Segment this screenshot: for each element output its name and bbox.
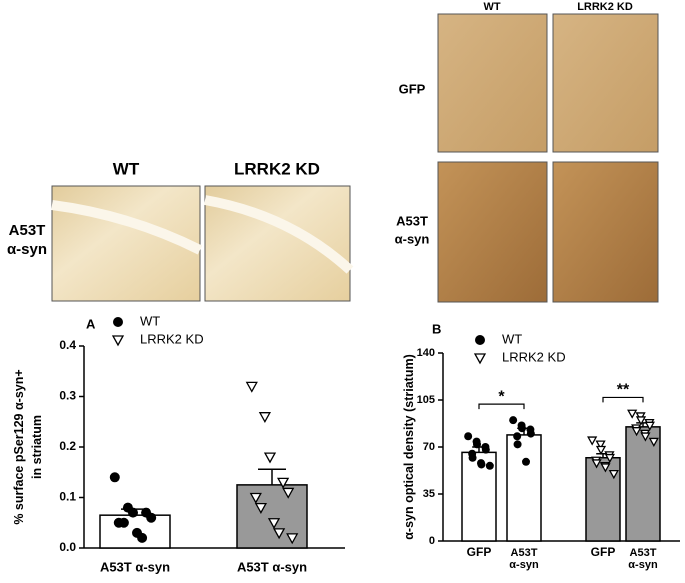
- data-point: [635, 416, 647, 426]
- data-point: [631, 427, 642, 437]
- data-point: [254, 502, 268, 514]
- significance-label: **: [617, 382, 630, 399]
- row-label: α-syn: [395, 231, 430, 246]
- legend-marker: [113, 317, 123, 327]
- legend-label: WT: [140, 313, 160, 328]
- x-tick-label-line: α-syn: [509, 559, 539, 571]
- y-axis-label-line: α-syn optical density (striatum): [402, 354, 416, 540]
- data-point: [522, 457, 530, 466]
- data-point: [587, 436, 598, 446]
- data-point: [286, 533, 299, 545]
- data-point: [258, 412, 272, 424]
- column-label: LRRK2 KD: [234, 159, 320, 178]
- y-tick-label: 105: [417, 394, 435, 406]
- row-label: GFP: [399, 81, 426, 96]
- legend-label: LRRK2 KD: [140, 331, 204, 346]
- legend-marker: [111, 335, 125, 347]
- bar: [506, 434, 542, 542]
- x-tick-label: GFP: [467, 545, 492, 559]
- data-point: [600, 463, 611, 473]
- data-point: [249, 492, 262, 504]
- data-point: [526, 429, 535, 438]
- x-tick-label-line: α-syn: [628, 559, 658, 571]
- data-point: [485, 461, 494, 470]
- column-label: WT: [483, 1, 500, 13]
- y-axis-label: α-syn optical density (striatum): [402, 354, 416, 540]
- panel-label: B: [432, 321, 441, 336]
- data-point: [509, 416, 518, 425]
- micrograph: [552, 161, 659, 303]
- panel-label: A: [86, 316, 96, 331]
- y-tick-label: 0.4: [59, 338, 76, 352]
- y-axis-label: % surface pSer129 α-syn+ in striatum: [12, 369, 44, 524]
- micrograph: [552, 13, 659, 153]
- data-point: [518, 424, 526, 433]
- y-axis-label-line: in striatum: [30, 415, 44, 479]
- row-label: A53T: [396, 213, 428, 228]
- legend-marker: [475, 335, 485, 345]
- data-point: [473, 440, 481, 449]
- legend-label: LRRK2 KD: [502, 349, 566, 364]
- data-point: [644, 421, 655, 431]
- data-point: [591, 459, 602, 469]
- y-tick-label: 140: [417, 347, 435, 359]
- data-point: [627, 409, 638, 419]
- legend-label: WT: [502, 331, 522, 346]
- y-tick-label: 0.3: [59, 389, 76, 403]
- y-tick-label: 0.0: [59, 540, 76, 554]
- data-point: [245, 381, 258, 393]
- data-point: [608, 470, 619, 480]
- y-tick-label: 0: [429, 535, 435, 547]
- micrograph-feature: [204, 195, 354, 274]
- data-point: [477, 460, 486, 469]
- data-point: [468, 453, 477, 462]
- x-tick-label-line: A53T: [511, 547, 538, 559]
- data-point: [272, 528, 286, 540]
- row-label: A53T: [9, 222, 46, 239]
- significance-label: *: [498, 388, 505, 405]
- data-point: [481, 445, 490, 454]
- column-label: WT: [113, 159, 140, 178]
- data-point: [513, 440, 522, 449]
- row-label: α-syn: [7, 241, 47, 258]
- x-tick-label: A53T α-syn: [509, 547, 539, 571]
- data-point: [640, 432, 651, 442]
- data-point: [282, 487, 295, 499]
- error-bar: [258, 468, 286, 485]
- x-tick-label-line: A53T: [630, 547, 657, 559]
- significance-bracket: [478, 403, 525, 410]
- data-point: [263, 452, 277, 464]
- data-point: [118, 517, 129, 528]
- x-tick-label: A53T α-syn: [628, 547, 658, 571]
- data-point: [513, 432, 522, 441]
- column-label: LRRK2 KD: [577, 1, 633, 13]
- data-point: [648, 437, 659, 447]
- x-tick-label: GFP: [591, 545, 616, 559]
- data-point: [595, 445, 607, 456]
- x-tick-label: A53T α-syn: [237, 559, 307, 574]
- bar: [236, 484, 308, 549]
- significance-bracket: [602, 396, 644, 403]
- data-point: [276, 477, 290, 489]
- y-tick-label: 0.1: [59, 490, 76, 504]
- y-tick-label: 35: [423, 488, 435, 500]
- x-tick-label: A53T α-syn: [100, 559, 170, 574]
- legend-marker: [473, 353, 487, 365]
- data-point: [595, 440, 606, 450]
- y-tick-label: 0.2: [59, 439, 76, 453]
- y-tick-label: 70: [423, 441, 435, 453]
- data-point: [137, 532, 148, 543]
- data-point: [267, 518, 281, 530]
- data-point: [109, 472, 120, 483]
- data-point: [604, 453, 615, 464]
- micrograph: [437, 13, 548, 153]
- data-point: [146, 512, 157, 523]
- micrograph-feature: [51, 200, 203, 255]
- y-axis-label-line: % surface pSer129 α-syn+: [12, 369, 26, 524]
- micrograph: [437, 161, 548, 303]
- data-point: [464, 432, 473, 441]
- data-point: [128, 507, 138, 518]
